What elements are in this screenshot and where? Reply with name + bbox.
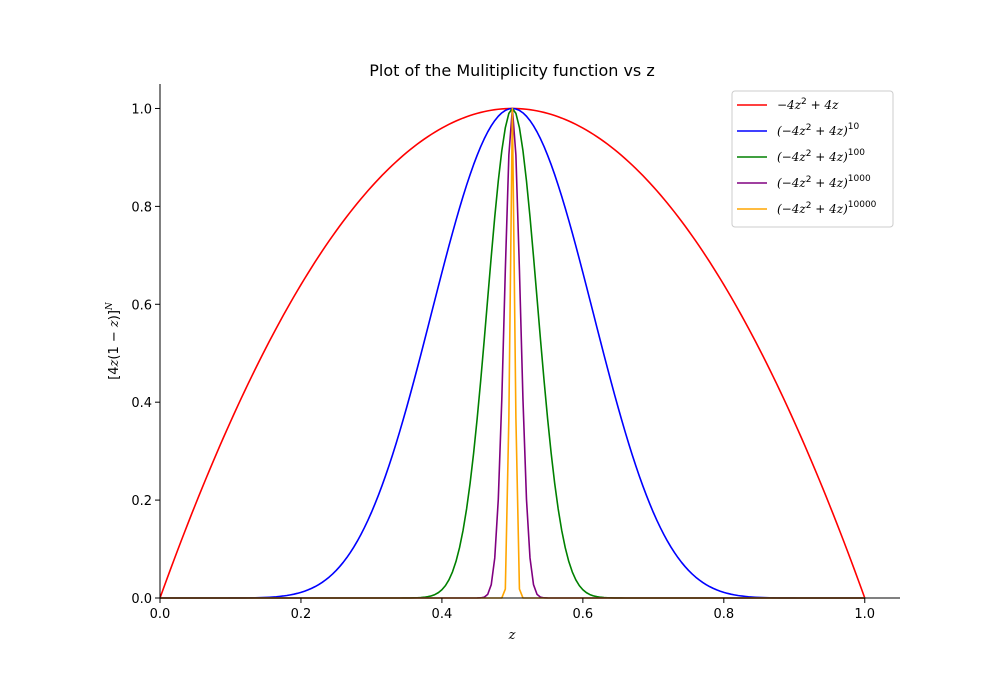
y-tick-label: 0.0 [131,592,152,607]
chart-title: Plot of the Mulitiplicity function vs z [369,61,655,80]
x-tick-label: 0.4 [432,607,453,622]
x-tick-label: 1.0 [854,607,875,622]
y-ticks: 0.0 0.2 0.4 0.6 0.8 1.0 [131,102,160,607]
x-tick-label: 0.6 [573,607,594,622]
x-tick-label: 0.2 [291,607,312,622]
legend-frame [731,90,894,228]
y-tick-label: 0.2 [131,494,152,509]
y-axis-label-group: [4z(1 − z)]N [105,301,122,380]
legend-label-3: (−4z2 + 4z)1000 [777,174,871,190]
legend-label-4: (−4z2 + 4z)10000 [777,200,877,216]
y-axis-label: [4z(1 − z)]N [105,301,122,380]
legend: −4z2 + 4z (−4z2 + 4z)10 (−4z2 + 4z)100 (−4z… [731,90,894,228]
y-tick-label: 0.8 [131,200,152,215]
legend-label-2: (−4z2 + 4z)100 [777,148,865,164]
x-axis-label: z [508,628,516,643]
y-tick-label: 0.6 [131,298,152,313]
legend-label-1: (−4z2 + 4z)10 [777,122,859,138]
x-ticks: 0.0 0.2 0.4 0.6 0.8 1.0 [150,598,875,622]
y-tick-label: 1.0 [131,102,152,117]
x-tick-label: 0.0 [150,607,171,622]
y-tick-label: 0.4 [131,396,152,411]
x-tick-label: 0.8 [713,607,734,622]
legend-label-0: −4z2 + 4z [777,97,839,112]
